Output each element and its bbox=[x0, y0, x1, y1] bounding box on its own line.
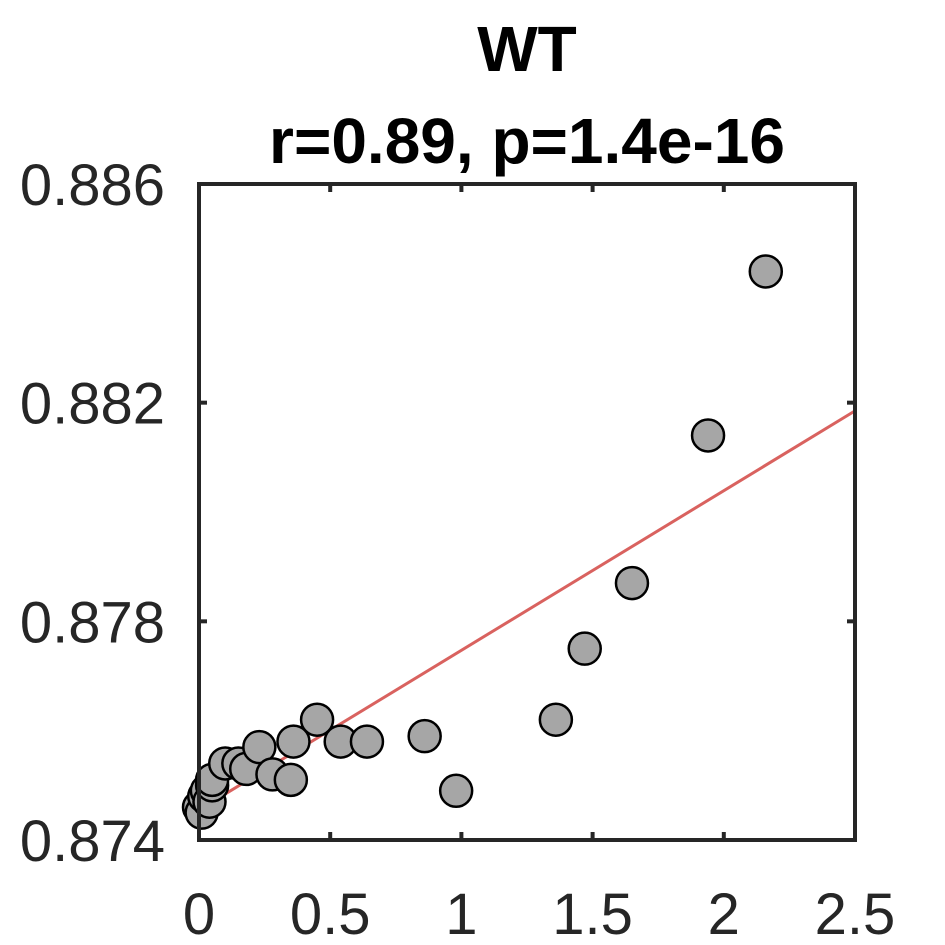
x-tick-label: 2 bbox=[708, 882, 740, 945]
data-point bbox=[614, 565, 650, 601]
data-point bbox=[567, 631, 602, 666]
data-point bbox=[276, 724, 311, 759]
data-point bbox=[690, 418, 726, 453]
data-point bbox=[349, 724, 385, 759]
y-axis-tick-labels: 0.874 0.878 0.882 0.886 bbox=[20, 153, 165, 874]
plot-frame bbox=[197, 182, 857, 842]
data-point bbox=[538, 702, 574, 737]
chart-title: WT bbox=[477, 13, 577, 85]
data-point bbox=[242, 729, 277, 765]
x-tick-label: 1 bbox=[445, 882, 477, 945]
data-point bbox=[407, 718, 442, 754]
x-tick-label: 0 bbox=[183, 882, 215, 945]
data-point bbox=[299, 702, 335, 737]
data-points bbox=[181, 254, 784, 830]
x-tick-label: 2.5 bbox=[815, 882, 896, 945]
y-tick-label: 0.886 bbox=[20, 153, 165, 218]
x-tick-label: 1.5 bbox=[552, 882, 633, 945]
y-tick-label: 0.882 bbox=[20, 372, 165, 437]
data-point bbox=[748, 254, 784, 289]
data-point bbox=[273, 762, 309, 798]
y-tick-label: 0.874 bbox=[20, 809, 165, 874]
chart-subtitle: r=0.89, p=1.4e-16 bbox=[269, 105, 785, 177]
y-tick-label: 0.878 bbox=[20, 590, 165, 655]
data-point bbox=[438, 773, 474, 809]
x-tick-label: 0.5 bbox=[290, 882, 371, 945]
x-axis-tick-labels: 0 0.5 1 1.5 2 2.5 bbox=[183, 882, 895, 945]
